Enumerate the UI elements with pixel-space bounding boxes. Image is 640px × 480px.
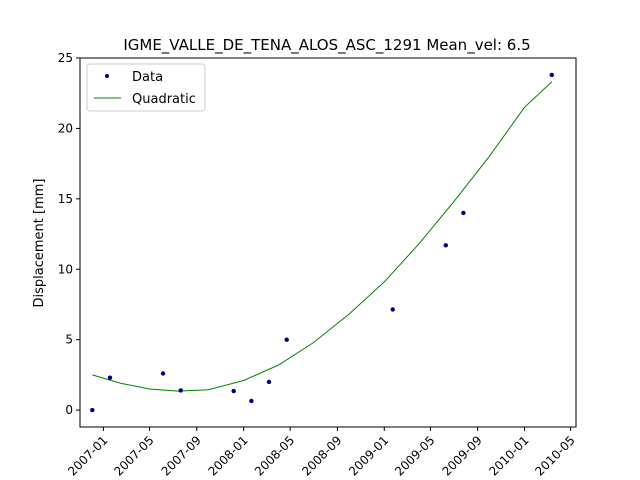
y-tick-label: 0: [65, 403, 73, 417]
plot-frame: [79, 57, 577, 428]
fit-layer: [92, 81, 553, 392]
y-tick-label: 5: [65, 333, 73, 347]
chart-title: IGME_VALLE_DE_TENA_ALOS_ASC_1291 Mean_ve…: [123, 36, 530, 55]
data-point: [549, 72, 554, 78]
data-point: [107, 375, 113, 380]
x-tick-label: 2009-01: [346, 433, 391, 478]
x-tick-label: 2010-01: [486, 433, 531, 478]
y-axis: 0 5 10 15 20 25: [58, 51, 80, 417]
data-point: [249, 398, 254, 404]
data-point: [90, 407, 95, 413]
data-point: [284, 337, 289, 342]
x-tick-label: 2008-05: [252, 433, 297, 478]
data-point: [178, 388, 183, 393]
legend-fit-label: Quadratic: [132, 92, 196, 107]
y-tick-label: 10: [58, 262, 73, 276]
data-point: [160, 371, 166, 376]
y-tick-label: 15: [58, 192, 73, 206]
y-tick-label: 20: [58, 121, 73, 135]
legend-data-marker: [105, 74, 109, 78]
x-tick-label: 2007-01: [65, 433, 110, 478]
legend-data-label: Data: [132, 70, 163, 85]
y-tick-label: 25: [58, 51, 73, 65]
data-point: [443, 243, 448, 248]
x-tick-label: 2007-05: [111, 433, 156, 478]
x-tick-label: 2008-01: [205, 433, 250, 478]
data-point: [461, 210, 466, 216]
legend-box: [86, 63, 206, 112]
data-point: [231, 388, 236, 394]
x-tick-label: 2008-09: [299, 433, 344, 478]
x-tick-label: 2009-05: [392, 433, 437, 478]
x-tick-label: 2010-05: [532, 433, 577, 478]
fit-line: [92, 81, 553, 392]
y-axis-label: Displacement [mm]: [32, 179, 47, 308]
points-layer: [90, 72, 554, 413]
legend: Data Quadratic: [86, 63, 206, 112]
x-axis: 2007-01 2007-05 2007-09 2008-01 2008-05 2008-…: [65, 427, 578, 479]
data-point: [266, 379, 272, 385]
x-tick-label: 2009-09: [439, 433, 484, 478]
x-tick-label: 2007-09: [159, 433, 204, 478]
data-point: [390, 307, 395, 312]
